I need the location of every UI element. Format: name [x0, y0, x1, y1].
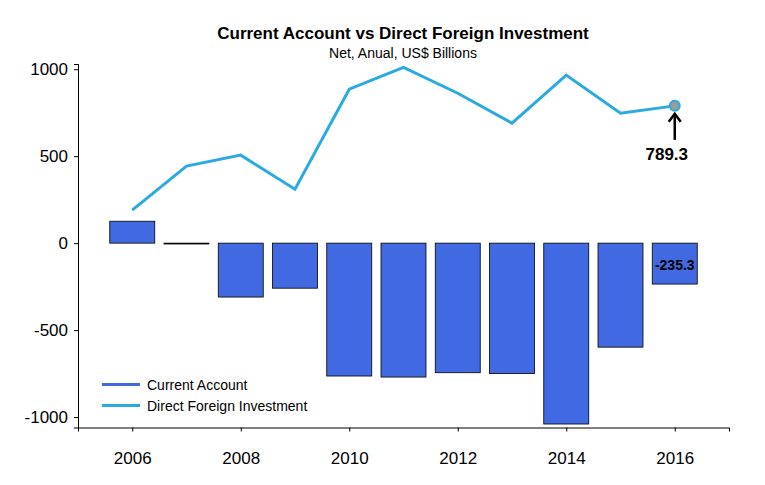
- y-tick: 1000: [30, 60, 78, 79]
- x-tick: 2012: [439, 428, 477, 468]
- bar: [218, 243, 263, 297]
- y-tick-label: 500: [40, 147, 68, 166]
- y-tick-mark: [74, 417, 78, 418]
- x-tick-label: 2012: [439, 449, 477, 468]
- x-tick-label: 2008: [222, 449, 260, 468]
- subtitle: Net, Anual, US$ Billions: [329, 45, 477, 61]
- bar-series: [110, 221, 698, 424]
- x-axis-line: [79, 428, 730, 432]
- plot-area: [110, 67, 698, 424]
- y-tick-mark: [74, 156, 78, 157]
- x-tick-label: 2016: [656, 449, 694, 468]
- legend-item: Direct Foreign Investment: [102, 398, 307, 414]
- bar: [381, 243, 426, 377]
- x-axis: 2006 2008 2010 2012 2014 2016: [79, 428, 730, 468]
- y-tick-mark: [74, 69, 78, 70]
- x-tick-label: 2014: [548, 449, 586, 468]
- line: [132, 67, 675, 210]
- y-tick-label: 0: [59, 234, 68, 253]
- x-tick-mark: [675, 428, 676, 432]
- y-axis-line: [74, 65, 79, 429]
- chart-container: Current Account vs Direct Foreign Invest…: [0, 0, 765, 485]
- annotation-arrow: [674, 114, 677, 140]
- y-axis: -1000 -500 0 500 1000: [25, 60, 79, 428]
- y-tick-mark: [74, 330, 78, 331]
- legend-swatch: [102, 404, 140, 407]
- y-tick: -1000: [25, 408, 78, 427]
- x-tick-label: 2010: [331, 449, 369, 468]
- y-tick: 0: [59, 234, 78, 253]
- bar: [544, 243, 589, 424]
- highlight-point: [670, 101, 680, 111]
- legend-item: Current Account: [102, 377, 247, 393]
- legend: Current Account Direct Foreign Investment: [102, 377, 307, 414]
- y-tick: -500: [34, 321, 78, 340]
- legend-swatch: [102, 383, 140, 386]
- x-tick-mark: [458, 428, 459, 432]
- bar: [598, 243, 643, 347]
- title: Current Account vs Direct Foreign Invest…: [217, 24, 589, 43]
- x-tick: 2008: [222, 428, 260, 468]
- x-tick-mark: [132, 428, 133, 432]
- chart-svg: Current Account vs Direct Foreign Invest…: [0, 0, 765, 485]
- x-tick-label: 2006: [114, 449, 152, 468]
- y-tick: 500: [40, 147, 78, 166]
- annotation: -235.3: [655, 257, 695, 273]
- y-tick-mark: [74, 243, 78, 244]
- bar: [327, 243, 372, 376]
- x-tick: 2006: [114, 428, 152, 468]
- y-tick-label: -1000: [25, 408, 68, 427]
- annotations: 789.3 -235.3: [645, 101, 694, 273]
- x-tick: 2014: [548, 428, 586, 468]
- bar: [273, 243, 318, 288]
- bar: [652, 243, 697, 284]
- y-tick-label: 1000: [30, 60, 68, 79]
- bar: [490, 243, 535, 373]
- bar: [164, 243, 209, 245]
- x-tick: 2010: [331, 428, 369, 468]
- bar: [110, 221, 155, 243]
- annotation-arrowhead: [669, 114, 681, 122]
- y-tick-label: -500: [34, 321, 68, 340]
- x-tick-mark: [349, 428, 350, 432]
- bar: [435, 243, 480, 373]
- x-tick: 2016: [656, 428, 694, 468]
- x-tick-mark: [566, 428, 567, 432]
- legend-label: Current Account: [147, 377, 247, 393]
- legend-label: Direct Foreign Investment: [147, 398, 307, 414]
- x-tick-mark: [241, 428, 242, 432]
- annotation: 789.3: [645, 145, 688, 164]
